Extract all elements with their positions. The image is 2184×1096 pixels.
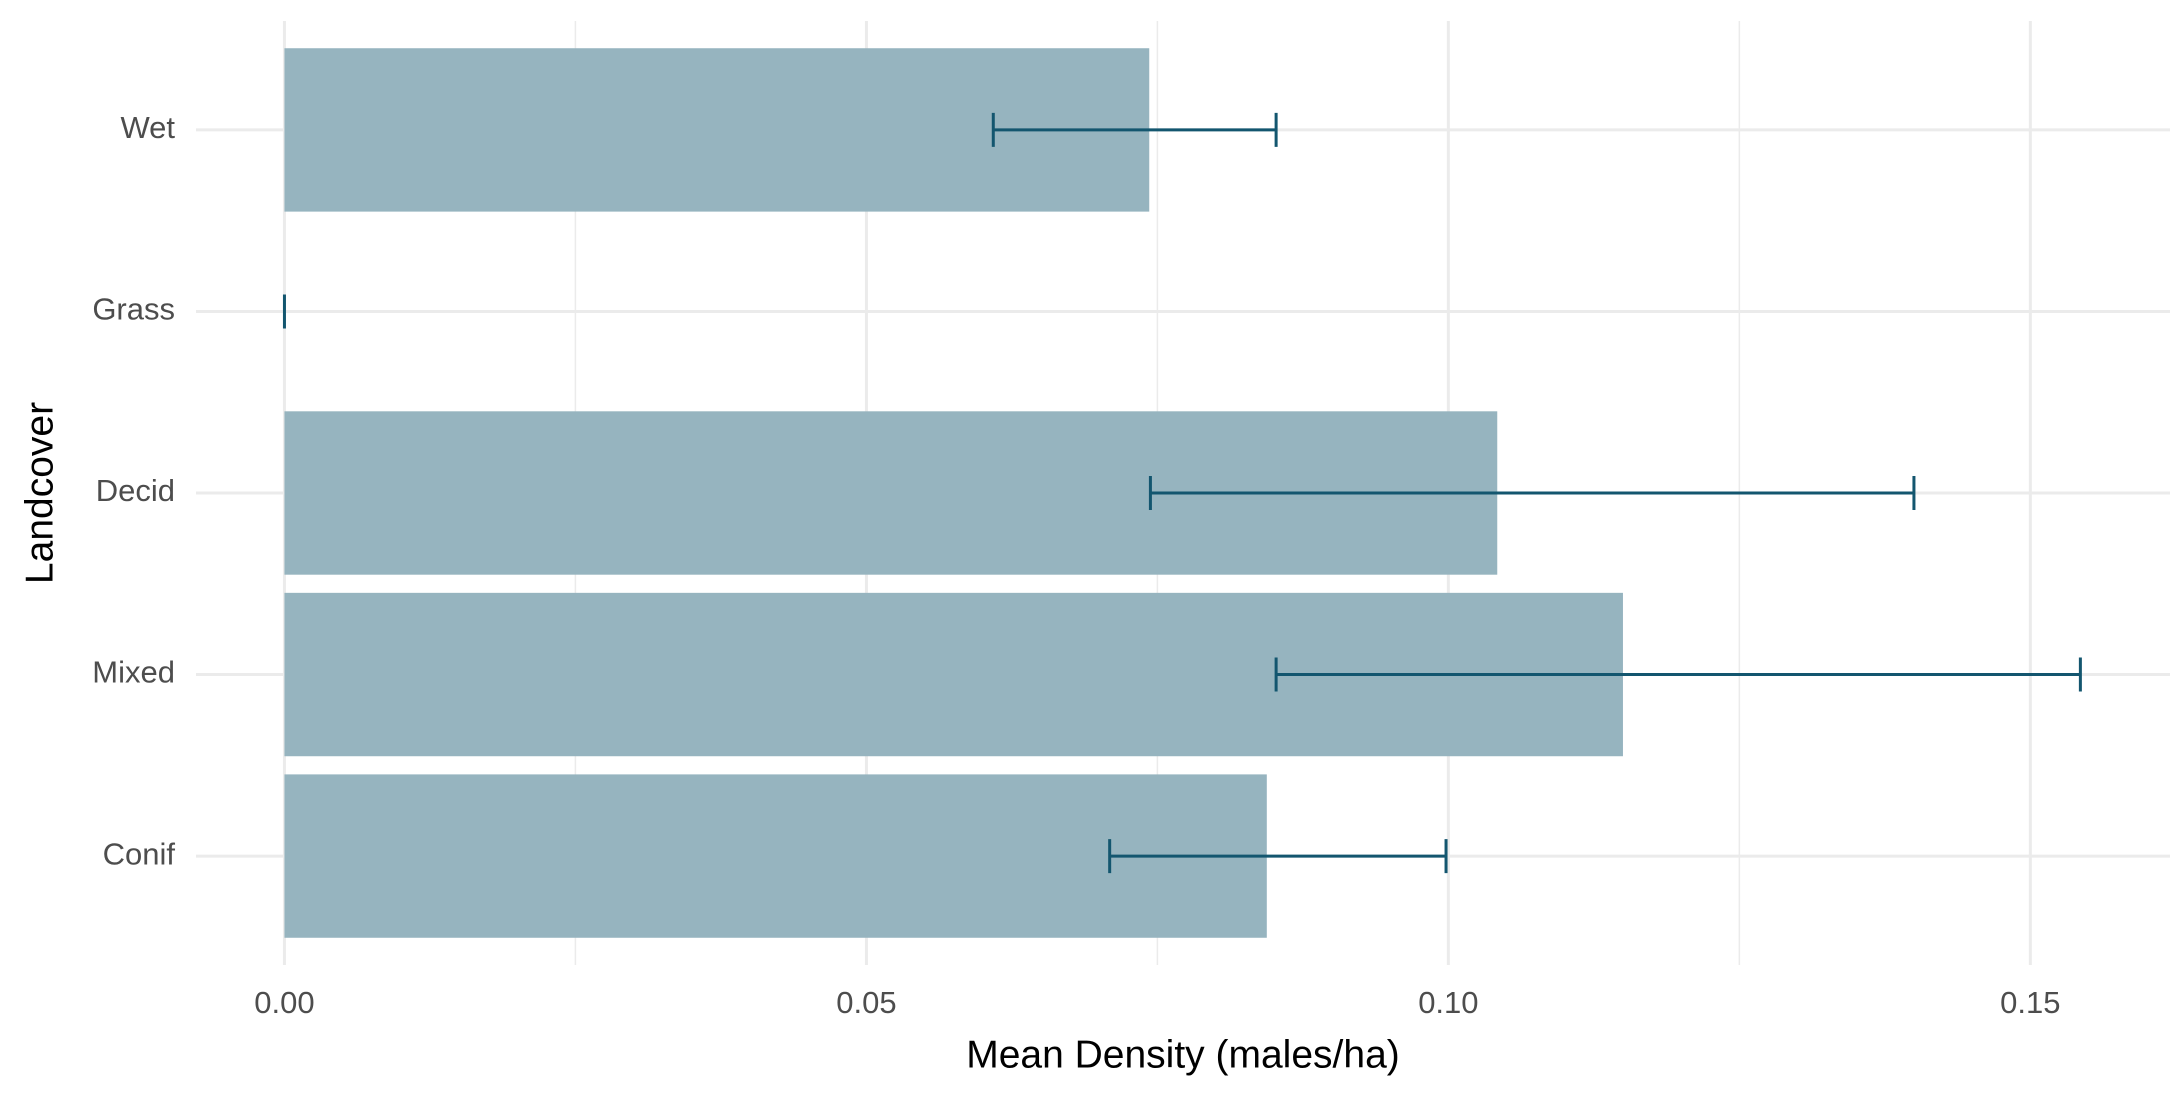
y-tick-label: Mixed — [92, 655, 175, 690]
error-bar — [1148, 476, 1916, 510]
y-tick-label: Decid — [96, 473, 175, 508]
error-bar — [1108, 839, 1448, 874]
error-bar — [1274, 657, 2082, 692]
x-tick-label: 0.05 — [836, 985, 896, 1020]
y-tick-label: Conif — [103, 836, 176, 871]
y-tick-label: Grass — [92, 292, 175, 327]
y-tick-label: Wet — [120, 110, 175, 145]
x-tick-label: 0.00 — [254, 985, 314, 1020]
error-bar — [991, 112, 1278, 147]
x-tick-label: 0.15 — [2000, 985, 2060, 1020]
x-tick-label: 0.10 — [1418, 985, 1478, 1020]
y-axis-title: Landcover — [18, 402, 61, 584]
x-axis-title: Mean Density (males/ha) — [966, 1033, 1400, 1076]
bar — [284, 774, 1267, 938]
